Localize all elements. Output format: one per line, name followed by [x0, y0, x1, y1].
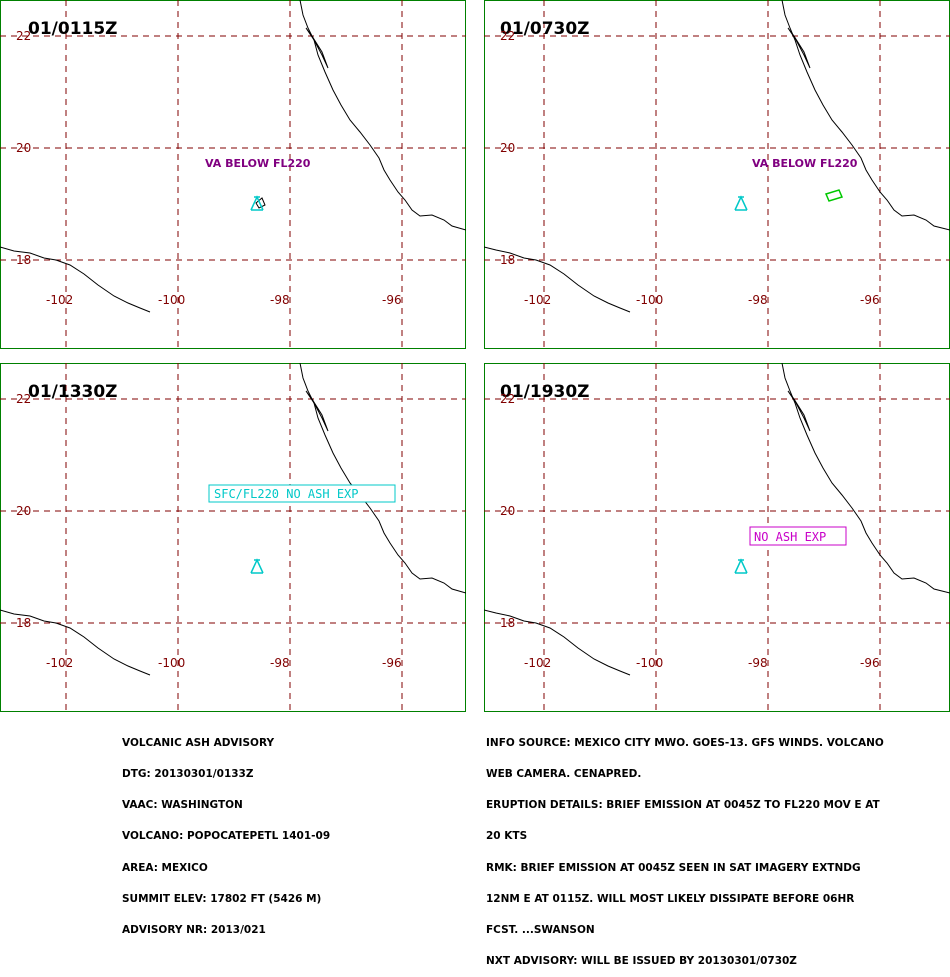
svg-text:-98: -98	[748, 656, 768, 670]
map-1930z: 01/1930Z 22 20 18 -102 -100 -98 -96 NO A…	[484, 363, 950, 712]
advisory-line: RMK: BRIEF EMISSION AT 0045Z SEEN IN SAT…	[486, 861, 861, 874]
advisory-line: DTG: 20130301/0133Z	[122, 768, 254, 781]
svg-text:22: 22	[16, 29, 31, 43]
panel-time-label: 01/1330Z	[28, 382, 118, 402]
coastline-gulf	[781, 0, 950, 231]
panel-frame	[0, 363, 466, 712]
ash-height-label: VA BELOW FL220	[752, 157, 858, 170]
advisory-line: 12NM E AT 0115Z. WILL MOST LIKELY DISSIP…	[486, 892, 855, 905]
graticule	[0, 363, 466, 712]
no-ash-box-text: SFC/FL220 NO ASH EXP	[214, 487, 359, 501]
advisory-line: FCST. ...SWANSON	[486, 924, 595, 937]
coastline-lagoon	[787, 27, 811, 69]
lat-tick-labels: 22 20 18	[16, 29, 31, 267]
svg-text:-102: -102	[46, 656, 73, 670]
lon-tick-labels: -102 -100 -98 -96	[524, 656, 880, 670]
advisory-details-text: INFO SOURCE: MEXICO CITY MWO. GOES-13. G…	[486, 717, 884, 977]
svg-text:20: 20	[500, 141, 515, 155]
lon-tick-labels: -102 -100 -98 -96	[524, 293, 880, 307]
coastline-gulf	[299, 363, 466, 594]
panel-frame	[484, 363, 950, 712]
svg-text:-98: -98	[270, 293, 290, 307]
advisory-line: VAAC: WASHINGTON	[122, 799, 243, 812]
coastline-pacific	[484, 609, 631, 676]
advisory-line: ADVISORY NR: 2013/021	[122, 924, 266, 937]
no-ash-box-text: NO ASH EXP	[754, 530, 826, 544]
panel-time-label: 01/0115Z	[28, 19, 118, 39]
advisory-line: ERUPTION DETAILS: BRIEF EMISSION AT 0045…	[486, 799, 880, 812]
svg-text:-96: -96	[382, 656, 402, 670]
lon-tick-labels: -102 -100 -98 -96	[46, 293, 402, 307]
coastline-lagoon	[787, 390, 811, 432]
volcano-icon	[250, 195, 264, 211]
map-0115z: 01/0115Z 22 20 18 -102 -100 -98 -96 VA B…	[0, 0, 466, 349]
forecast-panel-0730z: 01/0730Z 22 20 18 -102 -100 -98 -96 VA B…	[484, 0, 950, 349]
svg-text:18: 18	[16, 616, 31, 630]
advisory-header-text: VOLCANIC ASH ADVISORY DTG: 20130301/0133…	[122, 717, 330, 946]
advisory-line: VOLCANO: POPOCATEPETL 1401-09	[122, 830, 331, 843]
svg-text:-96: -96	[860, 656, 880, 670]
coastline-lagoon	[305, 390, 329, 432]
volcano-icon	[734, 558, 748, 574]
advisory-line: 20 KTS	[486, 830, 528, 843]
svg-text:22: 22	[16, 392, 31, 406]
panel-frame	[484, 0, 950, 349]
svg-text:18: 18	[500, 616, 515, 630]
advisory-line: WEB CAMERA. CENAPRED.	[486, 768, 642, 781]
coastline-gulf	[781, 363, 950, 594]
advisory-line: INFO SOURCE: MEXICO CITY MWO. GOES-13. G…	[486, 736, 884, 749]
coastline-pacific	[484, 246, 631, 313]
map-0730z: 01/0730Z 22 20 18 -102 -100 -98 -96 VA B…	[484, 0, 950, 349]
svg-text:-98: -98	[270, 656, 290, 670]
svg-text:-100: -100	[158, 656, 185, 670]
svg-text:22: 22	[500, 29, 515, 43]
ash-height-label: VA BELOW FL220	[205, 157, 311, 170]
ash-cloud-polygon	[255, 197, 266, 209]
lon-tick-labels: -102 -100 -98 -96	[46, 656, 402, 670]
svg-text:-102: -102	[46, 293, 73, 307]
svg-text:-96: -96	[382, 293, 402, 307]
advisory-line: NXT ADVISORY: WILL BE ISSUED BY 20130301…	[486, 955, 797, 968]
lat-tick-labels: 22 20 18	[500, 392, 515, 630]
lat-tick-labels: 22 20 18	[16, 392, 31, 630]
svg-text:-102: -102	[524, 656, 551, 670]
svg-text:-98: -98	[748, 293, 768, 307]
no-ash-box: NO ASH EXP	[749, 526, 847, 546]
svg-text:20: 20	[16, 141, 31, 155]
svg-text:-100: -100	[158, 293, 185, 307]
graticule	[484, 0, 950, 349]
graticule	[0, 0, 466, 349]
coastline-gulf	[299, 0, 466, 231]
forecast-panel-1330z: 01/1330Z 22 20 18 -102 -100 -98 -96 SFC/…	[0, 363, 466, 712]
svg-text:20: 20	[16, 504, 31, 518]
advisory-line: VOLCANIC ASH ADVISORY	[122, 736, 275, 749]
svg-text:22: 22	[500, 392, 515, 406]
svg-text:-96: -96	[860, 293, 880, 307]
no-ash-box: SFC/FL220 NO ASH EXP	[208, 484, 396, 503]
panel-frame	[0, 0, 466, 349]
svg-text:20: 20	[500, 504, 515, 518]
panel-time-label: 01/0730Z	[500, 19, 590, 39]
coastline-pacific	[0, 609, 151, 676]
svg-text:-100: -100	[636, 656, 663, 670]
svg-text:-100: -100	[636, 293, 663, 307]
lat-tick-labels: 22 20 18	[500, 29, 515, 267]
coastline-lagoon	[305, 27, 329, 69]
panel-time-label: 01/1930Z	[500, 382, 590, 402]
forecast-panel-0115z: 01/0115Z 22 20 18 -102 -100 -98 -96 VA B…	[0, 0, 466, 349]
graticule	[484, 363, 950, 712]
map-1330z: 01/1330Z 22 20 18 -102 -100 -98 -96 SFC/…	[0, 363, 466, 712]
advisory-line: AREA: MEXICO	[122, 861, 208, 874]
ash-cloud-polygon	[824, 189, 844, 202]
svg-text:18: 18	[16, 253, 31, 267]
volcano-icon	[734, 195, 748, 211]
advisory-line: SUMMIT ELEV: 17802 FT (5426 M)	[122, 892, 322, 905]
coastline-pacific	[0, 246, 151, 313]
forecast-panel-1930z: 01/1930Z 22 20 18 -102 -100 -98 -96 NO A…	[484, 363, 950, 712]
svg-text:-102: -102	[524, 293, 551, 307]
volcano-icon	[250, 558, 264, 574]
svg-text:18: 18	[500, 253, 515, 267]
